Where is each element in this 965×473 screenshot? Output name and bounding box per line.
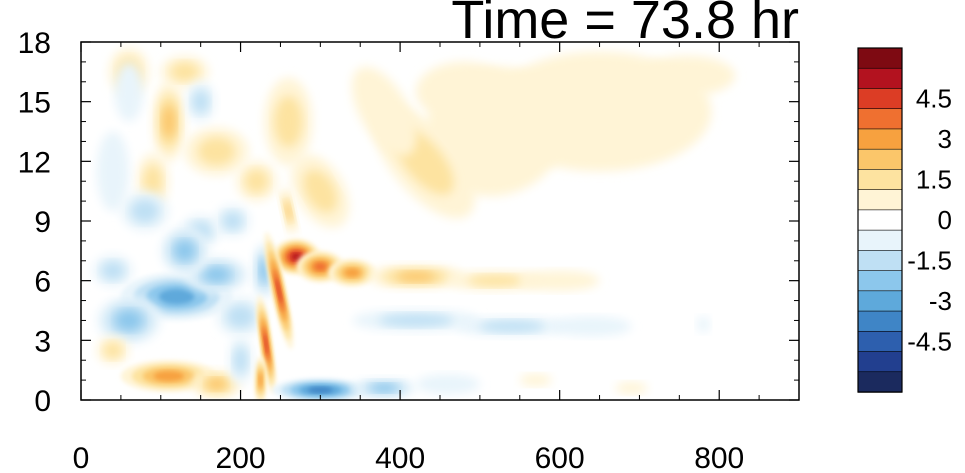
heat-cell (244, 169, 269, 193)
heat-cell (416, 61, 512, 122)
heat-cell (162, 105, 176, 138)
colorbar-swatch (857, 330, 903, 353)
colorbar-swatch (857, 108, 903, 130)
colorbar-swatch (857, 148, 903, 171)
heat-cell (158, 289, 195, 305)
colorbar-frame (857, 47, 903, 393)
heat-cell (479, 320, 545, 333)
heat-cell (639, 55, 736, 96)
colorbar: 4.5 3 1.5 0 -1.5 -3 -4.5 (857, 47, 952, 393)
colorbar-label: -3 (929, 286, 952, 316)
x-tick-label: 0 (73, 442, 90, 473)
colorbar-swatch (857, 189, 903, 211)
heat-cell (378, 314, 454, 327)
colorbar-swatch (857, 128, 903, 150)
heat-cell (291, 253, 301, 261)
heat-cell (115, 310, 142, 331)
heat-cell (519, 270, 600, 291)
y-tick-label: 12 (18, 146, 51, 179)
colorbar-label: -1.5 (907, 245, 952, 275)
heat-cell (96, 131, 129, 212)
heat-cell (696, 316, 710, 333)
x-axis: 0 200 400 600 800 (73, 42, 800, 473)
heat-cell (174, 241, 195, 261)
heat-cell (206, 378, 227, 390)
colorbar-swatch (857, 67, 903, 90)
heat-cell (130, 199, 159, 223)
heat-cell (275, 277, 282, 304)
y-tick-label: 0 (34, 385, 51, 418)
colorbar-label: 4.5 (916, 84, 952, 114)
colorbar-swatch (857, 47, 903, 69)
y-tick-label: 15 (18, 87, 51, 120)
colorbar-label: 0 (938, 205, 952, 235)
heat-cell (103, 342, 123, 359)
x-tick-label: 800 (694, 442, 744, 473)
colorbar-swatch (857, 229, 903, 252)
heat-cell (222, 211, 243, 231)
heat-cell (371, 384, 398, 393)
heat-cell (519, 374, 552, 387)
heat-cell (101, 261, 125, 281)
heatmap-field (93, 47, 736, 400)
x-tick-label: 200 (216, 442, 266, 473)
colorbar-swatch (857, 250, 903, 272)
colorbar-label: 1.5 (916, 165, 952, 195)
colorbar-swatch (857, 371, 903, 393)
colorbar-swatch (857, 270, 903, 292)
heat-cell (258, 372, 263, 388)
heat-cell (551, 316, 632, 337)
y-tick-label: 3 (34, 325, 51, 358)
colorbar-swatch (857, 351, 903, 373)
heat-cell (416, 374, 480, 394)
chart-title: Time = 73.8 hr (451, 0, 799, 50)
colorbar-label: -4.5 (907, 326, 952, 356)
heat-cell (203, 267, 230, 283)
colorbar-swatch (857, 310, 903, 332)
heat-cell (303, 169, 338, 213)
heat-cell (344, 268, 360, 278)
heat-cell (143, 165, 163, 198)
x-tick-label: 600 (535, 442, 585, 473)
heat-cell (396, 271, 436, 282)
heat-cell (274, 96, 303, 148)
heat-cell (314, 262, 327, 271)
heat-cell (170, 62, 199, 82)
heat-cell (114, 61, 144, 122)
heat-cell (307, 387, 333, 394)
y-tick-label: 9 (34, 206, 51, 239)
heat-cell (264, 333, 269, 356)
colorbar-swatch (857, 169, 903, 191)
heat-cell (285, 201, 292, 221)
y-tick-label: 18 (18, 27, 51, 60)
y-tick-label: 6 (34, 266, 51, 299)
y-axis: 0 3 6 9 12 15 18 (18, 27, 799, 418)
x-tick-label: 400 (375, 442, 425, 473)
colorbar-swatch (857, 209, 903, 231)
heat-cell (226, 304, 255, 329)
colorbar-swatch (857, 290, 903, 312)
heat-cell (615, 382, 648, 395)
heat-cell (467, 274, 524, 287)
colorbar-swatch (857, 88, 903, 110)
heat-cell (192, 90, 210, 114)
colorbar-label: 3 (938, 124, 952, 154)
heat-cell (153, 371, 184, 382)
heat-cell (198, 137, 236, 166)
heat-cell (351, 66, 417, 157)
heat-cell (233, 346, 248, 375)
